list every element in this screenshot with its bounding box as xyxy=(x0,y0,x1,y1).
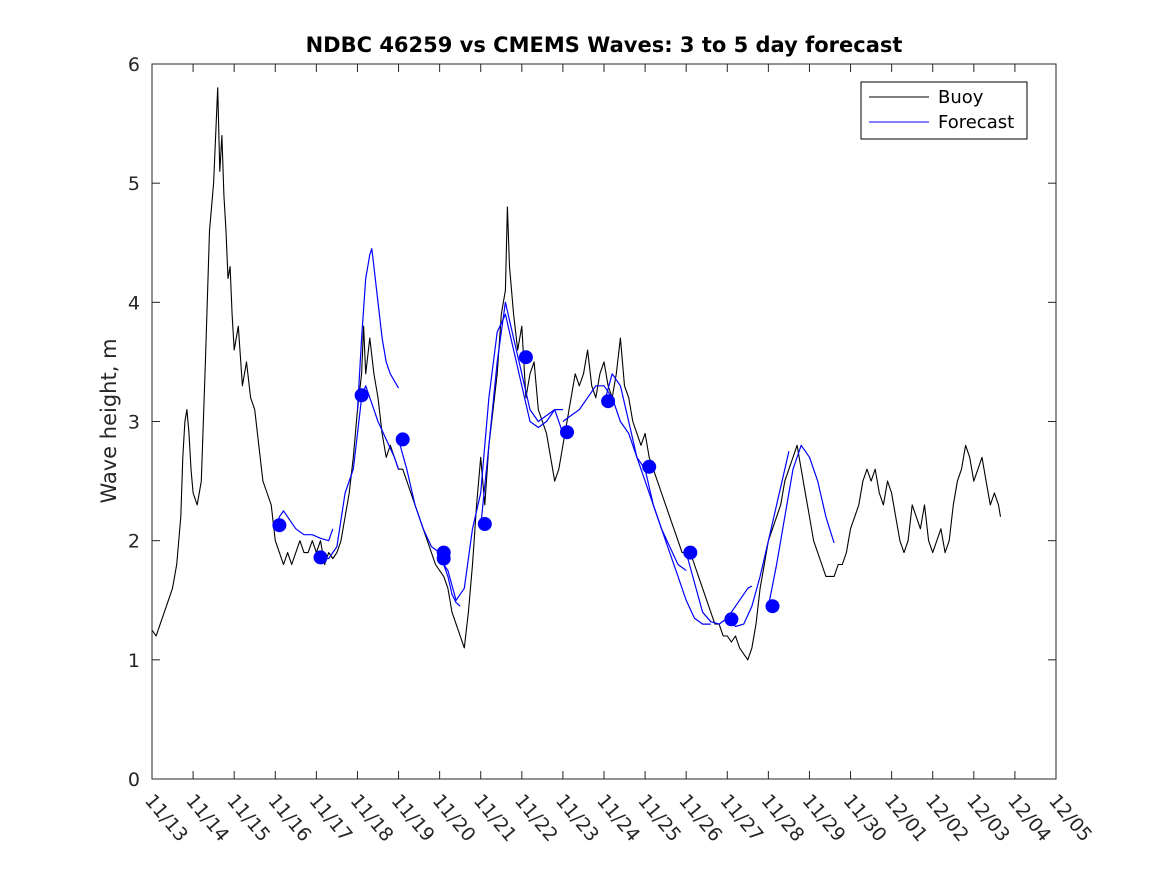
forecast-marker xyxy=(354,388,369,403)
y-tick-label: 3 xyxy=(128,412,140,434)
legend: Buoy Forecast xyxy=(860,81,1028,140)
series-forecast-line xyxy=(356,248,400,410)
forecast-marker xyxy=(272,518,287,533)
y-tick-label: 1 xyxy=(128,650,140,672)
series-forecast-line xyxy=(480,301,564,527)
series-forecast-line xyxy=(685,552,753,625)
series-forecast-line xyxy=(603,373,711,625)
y-tick-label: 6 xyxy=(128,54,140,76)
forecast-marker xyxy=(601,394,616,409)
series-forecast-line xyxy=(562,385,687,571)
forecast-marker xyxy=(436,551,451,566)
series-forecast-line xyxy=(767,444,835,607)
y-tick-label: 2 xyxy=(128,531,140,553)
chart-title: NDBC 46259 vs CMEMS Waves: 3 to 5 day fo… xyxy=(306,33,903,57)
series-buoy-line xyxy=(151,87,1002,661)
forecast-marker xyxy=(765,599,780,614)
plot-area xyxy=(151,87,1002,661)
forecast-marker xyxy=(724,612,739,627)
y-tick-label: 4 xyxy=(128,292,140,314)
legend-box xyxy=(860,81,1028,140)
series-forecast-line xyxy=(439,313,563,601)
forecast-marker xyxy=(518,350,533,365)
forecast-marker xyxy=(395,432,410,447)
legend-label-buoy: Buoy xyxy=(938,87,984,108)
forecast-marker xyxy=(642,459,657,474)
forecast-marker xyxy=(683,545,698,560)
forecast-marker xyxy=(477,517,492,531)
series-forecast-line xyxy=(274,510,334,542)
series-forecast-line xyxy=(726,451,790,628)
forecast-marker xyxy=(313,550,328,565)
forecast-marker xyxy=(560,425,574,440)
y-axis-label: Wave height, m xyxy=(97,338,121,503)
y-tick-label: 0 xyxy=(128,769,140,791)
y-tick-label: 5 xyxy=(128,173,140,195)
legend-label-forecast: Forecast xyxy=(938,112,1014,133)
